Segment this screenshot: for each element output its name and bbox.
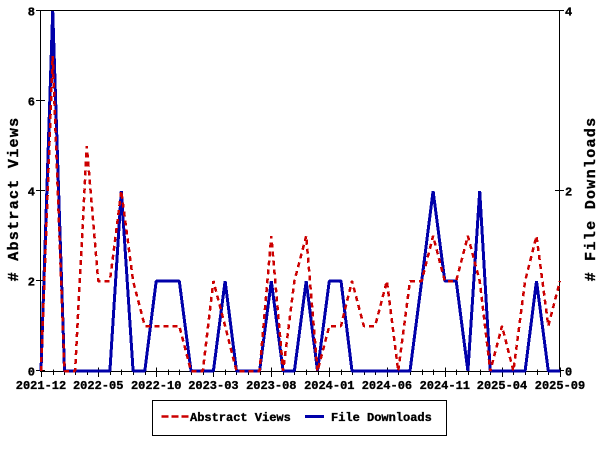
svg-text:# File Downloads: # File Downloads [583, 117, 600, 282]
svg-text:2025-09: 2025-09 [535, 379, 585, 393]
svg-text:2021-12: 2021-12 [16, 379, 66, 393]
svg-text:File Downloads: File Downloads [331, 411, 432, 425]
svg-text:4: 4 [28, 186, 35, 200]
svg-text:2024-11: 2024-11 [420, 379, 470, 393]
svg-text:6: 6 [28, 96, 35, 110]
svg-text:Abstract Views: Abstract Views [190, 411, 291, 425]
svg-text:0: 0 [28, 366, 35, 380]
svg-text:2025-04: 2025-04 [477, 379, 527, 393]
svg-text:2023-03: 2023-03 [188, 379, 238, 393]
svg-text:2023-08: 2023-08 [246, 379, 296, 393]
svg-text:2: 2 [28, 276, 35, 290]
svg-text:2024-01: 2024-01 [304, 379, 354, 393]
svg-text:2022-10: 2022-10 [131, 379, 181, 393]
svg-text:2022-05: 2022-05 [73, 379, 123, 393]
svg-text:2024-06: 2024-06 [362, 379, 412, 393]
svg-text:# Abstract Views: # Abstract Views [6, 117, 23, 282]
svg-text:8: 8 [28, 6, 35, 20]
svg-text:4: 4 [565, 6, 572, 20]
svg-text:0: 0 [565, 366, 572, 380]
svg-text:2: 2 [565, 186, 572, 200]
